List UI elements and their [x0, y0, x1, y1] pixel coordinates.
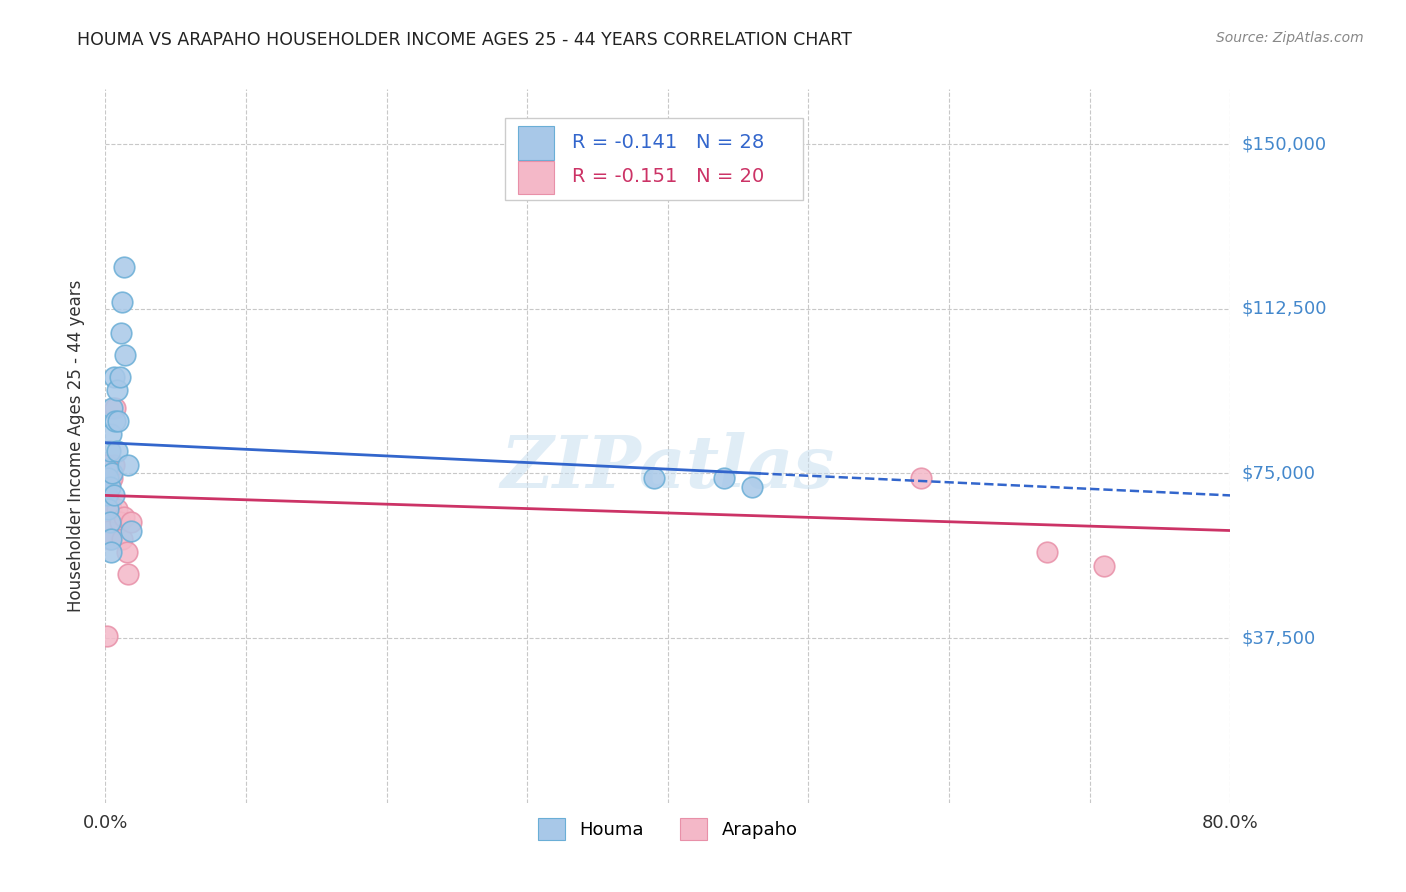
Point — [114, 348, 136, 362]
Text: HOUMA VS ARAPAHO HOUSEHOLDER INCOME AGES 25 - 44 YEARS CORRELATION CHART: HOUMA VS ARAPAHO HOUSEHOLDER INCOME AGES… — [77, 31, 852, 49]
Point — [105, 383, 128, 397]
Point — [97, 471, 120, 485]
Point — [103, 369, 125, 384]
Point — [97, 501, 120, 516]
Text: R = -0.151   N = 20: R = -0.151 N = 20 — [572, 168, 765, 186]
Text: $75,000: $75,000 — [1241, 465, 1316, 483]
Text: $37,500: $37,500 — [1241, 629, 1316, 647]
FancyBboxPatch shape — [519, 127, 554, 160]
Point — [107, 414, 129, 428]
Point — [108, 515, 131, 529]
Point — [98, 515, 121, 529]
Point — [105, 501, 128, 516]
Point — [98, 480, 121, 494]
Point — [105, 444, 128, 458]
FancyBboxPatch shape — [519, 161, 554, 194]
Point — [96, 488, 118, 502]
Point — [103, 488, 125, 502]
Text: $112,500: $112,500 — [1241, 300, 1327, 318]
Point — [1036, 545, 1059, 559]
Point — [910, 471, 932, 485]
Point — [96, 462, 118, 476]
Point — [98, 475, 121, 490]
Point — [100, 501, 122, 516]
Point — [96, 458, 118, 472]
Point — [713, 471, 735, 485]
Point — [100, 545, 122, 559]
Point — [741, 480, 763, 494]
Point — [111, 533, 134, 547]
Text: ZIPatlas: ZIPatlas — [501, 432, 835, 503]
Point — [108, 369, 131, 384]
Point — [97, 492, 120, 507]
Text: $150,000: $150,000 — [1241, 135, 1327, 153]
Point — [117, 567, 139, 582]
Point — [643, 471, 665, 485]
Point — [112, 510, 135, 524]
Point — [112, 260, 135, 274]
Point — [96, 629, 118, 643]
Point — [97, 524, 120, 538]
Point — [1092, 558, 1115, 573]
Point — [103, 458, 125, 472]
Point — [98, 533, 121, 547]
Point — [115, 545, 138, 559]
Point — [111, 295, 134, 310]
Point — [117, 458, 139, 472]
Point — [120, 515, 142, 529]
Point — [110, 326, 132, 340]
Text: Source: ZipAtlas.com: Source: ZipAtlas.com — [1216, 31, 1364, 45]
Point — [101, 471, 124, 485]
Point — [101, 467, 124, 481]
Legend: Houma, Arapaho: Houma, Arapaho — [531, 811, 804, 847]
Point — [100, 533, 122, 547]
Point — [104, 414, 127, 428]
Y-axis label: Householder Income Ages 25 - 44 years: Householder Income Ages 25 - 44 years — [66, 280, 84, 612]
Text: R = -0.141   N = 28: R = -0.141 N = 28 — [572, 133, 765, 153]
Point — [120, 524, 142, 538]
FancyBboxPatch shape — [505, 118, 803, 200]
Point — [101, 401, 124, 415]
Point — [104, 401, 127, 415]
Point — [100, 426, 122, 441]
Point — [98, 444, 121, 458]
